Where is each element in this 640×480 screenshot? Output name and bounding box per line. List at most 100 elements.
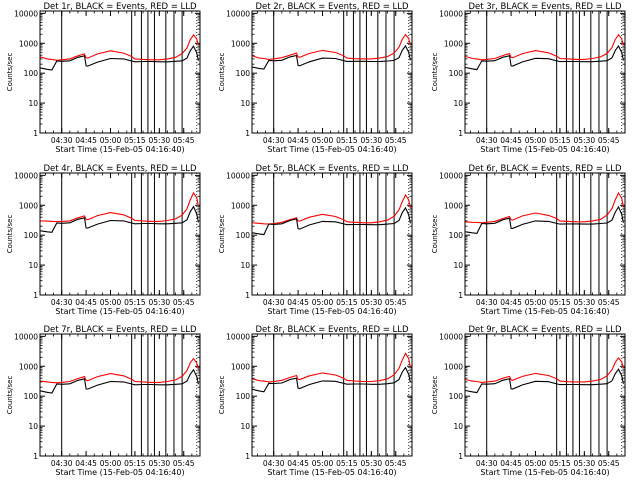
series-line-lld: [465, 356, 624, 383]
x-tick-label: 04:30: [476, 298, 498, 307]
x-tick-label: 05:30: [361, 459, 383, 468]
y-axis-label: Counts/sec: [218, 215, 226, 254]
x-axis-label: Start Time (15-Feb-05 04:16:40): [267, 307, 396, 316]
chart-title: Det 2r, BLACK = Events, RED = LLD: [255, 2, 409, 12]
series-line-events: [40, 45, 199, 71]
series-line-lld: [40, 357, 199, 384]
series-line-lld: [40, 33, 199, 61]
x-tick-label: 04:45: [75, 136, 97, 145]
x-tick-label: 05:45: [173, 459, 195, 468]
y-tick-label: 1: [458, 129, 463, 138]
y-tick-label: 10000: [14, 9, 38, 18]
x-axis-label: Start Time (15-Feb-05 04:16:40): [267, 468, 396, 477]
plot-frame: [251, 172, 413, 296]
series-line-events: [40, 205, 199, 233]
series-line-events: [465, 205, 624, 234]
y-axis-label: Counts/sec: [431, 376, 439, 415]
chart-title: Det 3r, BLACK = Events, RED = LLD: [468, 2, 622, 12]
x-tick-label: 05:45: [598, 298, 620, 307]
x-tick-label: 05:00: [100, 298, 122, 307]
x-tick-label: 05:15: [124, 298, 146, 307]
series-line-lld: [252, 352, 411, 383]
y-tick-label: 10000: [226, 171, 250, 180]
plot-frame: [464, 172, 626, 296]
y-tick-label: 1: [458, 291, 463, 300]
y-tick-label: 1000: [231, 201, 250, 210]
x-tick-label: 04:45: [287, 459, 309, 468]
x-tick-label: 05:15: [549, 459, 571, 468]
y-tick-label: 100: [236, 69, 251, 78]
x-tick-label: 05:15: [124, 136, 146, 145]
y-tick-label: 1000: [19, 39, 38, 48]
chart-panel-5: Det 5r, BLACK = Events, RED = LLD Counts/…: [218, 164, 413, 316]
y-tick-label: 10000: [14, 332, 38, 341]
x-tick-label: 05:00: [525, 459, 547, 468]
chart-panel-7: Det 7r, BLACK = Events, RED = LLD Counts/…: [6, 325, 201, 477]
y-tick-label: 10000: [226, 9, 250, 18]
x-tick-label: 05:45: [598, 136, 620, 145]
x-tick-label: 05:30: [574, 298, 596, 307]
x-tick-label: 04:30: [51, 136, 73, 145]
chart-panel-1: Det 1r, BLACK = Events, RED = LLD Counts/…: [6, 2, 201, 154]
y-tick-label: 100: [24, 392, 39, 401]
chart-title: Det 5r, BLACK = Events, RED = LLD: [255, 164, 409, 174]
plot-frame: [464, 10, 626, 134]
y-tick-label: 10: [240, 99, 250, 108]
x-axis-label: Start Time (15-Feb-05 04:16:40): [480, 468, 609, 477]
y-tick-label: 10: [240, 422, 250, 431]
x-axis-label: Start Time (15-Feb-05 04:16:40): [267, 145, 396, 154]
y-tick-label: 1000: [444, 362, 463, 371]
x-tick-label: 04:45: [500, 136, 522, 145]
y-tick-label: 1: [245, 452, 250, 461]
y-tick-label: 10: [28, 261, 38, 270]
x-tick-label: 04:45: [500, 298, 522, 307]
series-line-events: [252, 366, 411, 393]
y-tick-label: 10: [453, 261, 463, 270]
y-axis-label: Counts/sec: [218, 376, 226, 415]
y-axis-label: Counts/sec: [431, 215, 439, 254]
x-tick-label: 05:00: [312, 136, 334, 145]
series-line-lld: [252, 193, 411, 225]
chart-panel-9: Det 9r, BLACK = Events, RED = LLD Counts/…: [431, 325, 626, 477]
series-line-lld: [465, 33, 624, 61]
x-tick-label: 04:45: [75, 298, 97, 307]
x-tick-label: 05:00: [312, 298, 334, 307]
y-tick-label: 1000: [19, 201, 38, 210]
chart-title: Det 9r, BLACK = Events, RED = LLD: [468, 325, 622, 335]
x-tick-label: 05:15: [549, 136, 571, 145]
x-tick-label: 05:30: [574, 459, 596, 468]
x-axis-label: Start Time (15-Feb-05 04:16:40): [480, 307, 609, 316]
x-tick-label: 05:15: [336, 136, 358, 145]
x-tick-label: 04:30: [476, 459, 498, 468]
x-tick-label: 05:00: [312, 459, 334, 468]
y-tick-label: 100: [236, 392, 251, 401]
x-tick-label: 05:00: [100, 459, 122, 468]
y-tick-label: 1000: [444, 201, 463, 210]
y-tick-label: 1: [33, 452, 38, 461]
y-tick-label: 100: [236, 231, 251, 240]
y-tick-label: 1: [245, 129, 250, 138]
x-tick-label: 05:30: [574, 136, 596, 145]
y-tick-label: 10000: [439, 171, 463, 180]
x-tick-label: 05:15: [336, 298, 358, 307]
y-tick-label: 10: [240, 261, 250, 270]
plot-frame: [39, 10, 201, 134]
x-tick-label: 05:45: [173, 136, 195, 145]
x-axis-label: Start Time (15-Feb-05 04:16:40): [55, 468, 184, 477]
series-line-events: [465, 368, 624, 394]
x-tick-label: 05:30: [149, 298, 171, 307]
series-line-events: [252, 206, 411, 236]
y-tick-label: 10: [453, 422, 463, 431]
chart-panel-4: Det 4r, BLACK = Events, RED = LLD Counts/…: [6, 164, 201, 316]
series-line-events: [465, 44, 624, 71]
plot-frame: [39, 333, 201, 457]
y-axis-label: Counts/sec: [6, 215, 14, 254]
x-tick-label: 05:00: [525, 298, 547, 307]
chart-panel-2: Det 2r, BLACK = Events, RED = LLD Counts/…: [218, 2, 413, 154]
y-tick-label: 1000: [231, 39, 250, 48]
y-tick-label: 1000: [444, 39, 463, 48]
chart-title: Det 8r, BLACK = Events, RED = LLD: [255, 325, 409, 335]
x-tick-label: 05:15: [124, 459, 146, 468]
y-tick-label: 1: [245, 291, 250, 300]
